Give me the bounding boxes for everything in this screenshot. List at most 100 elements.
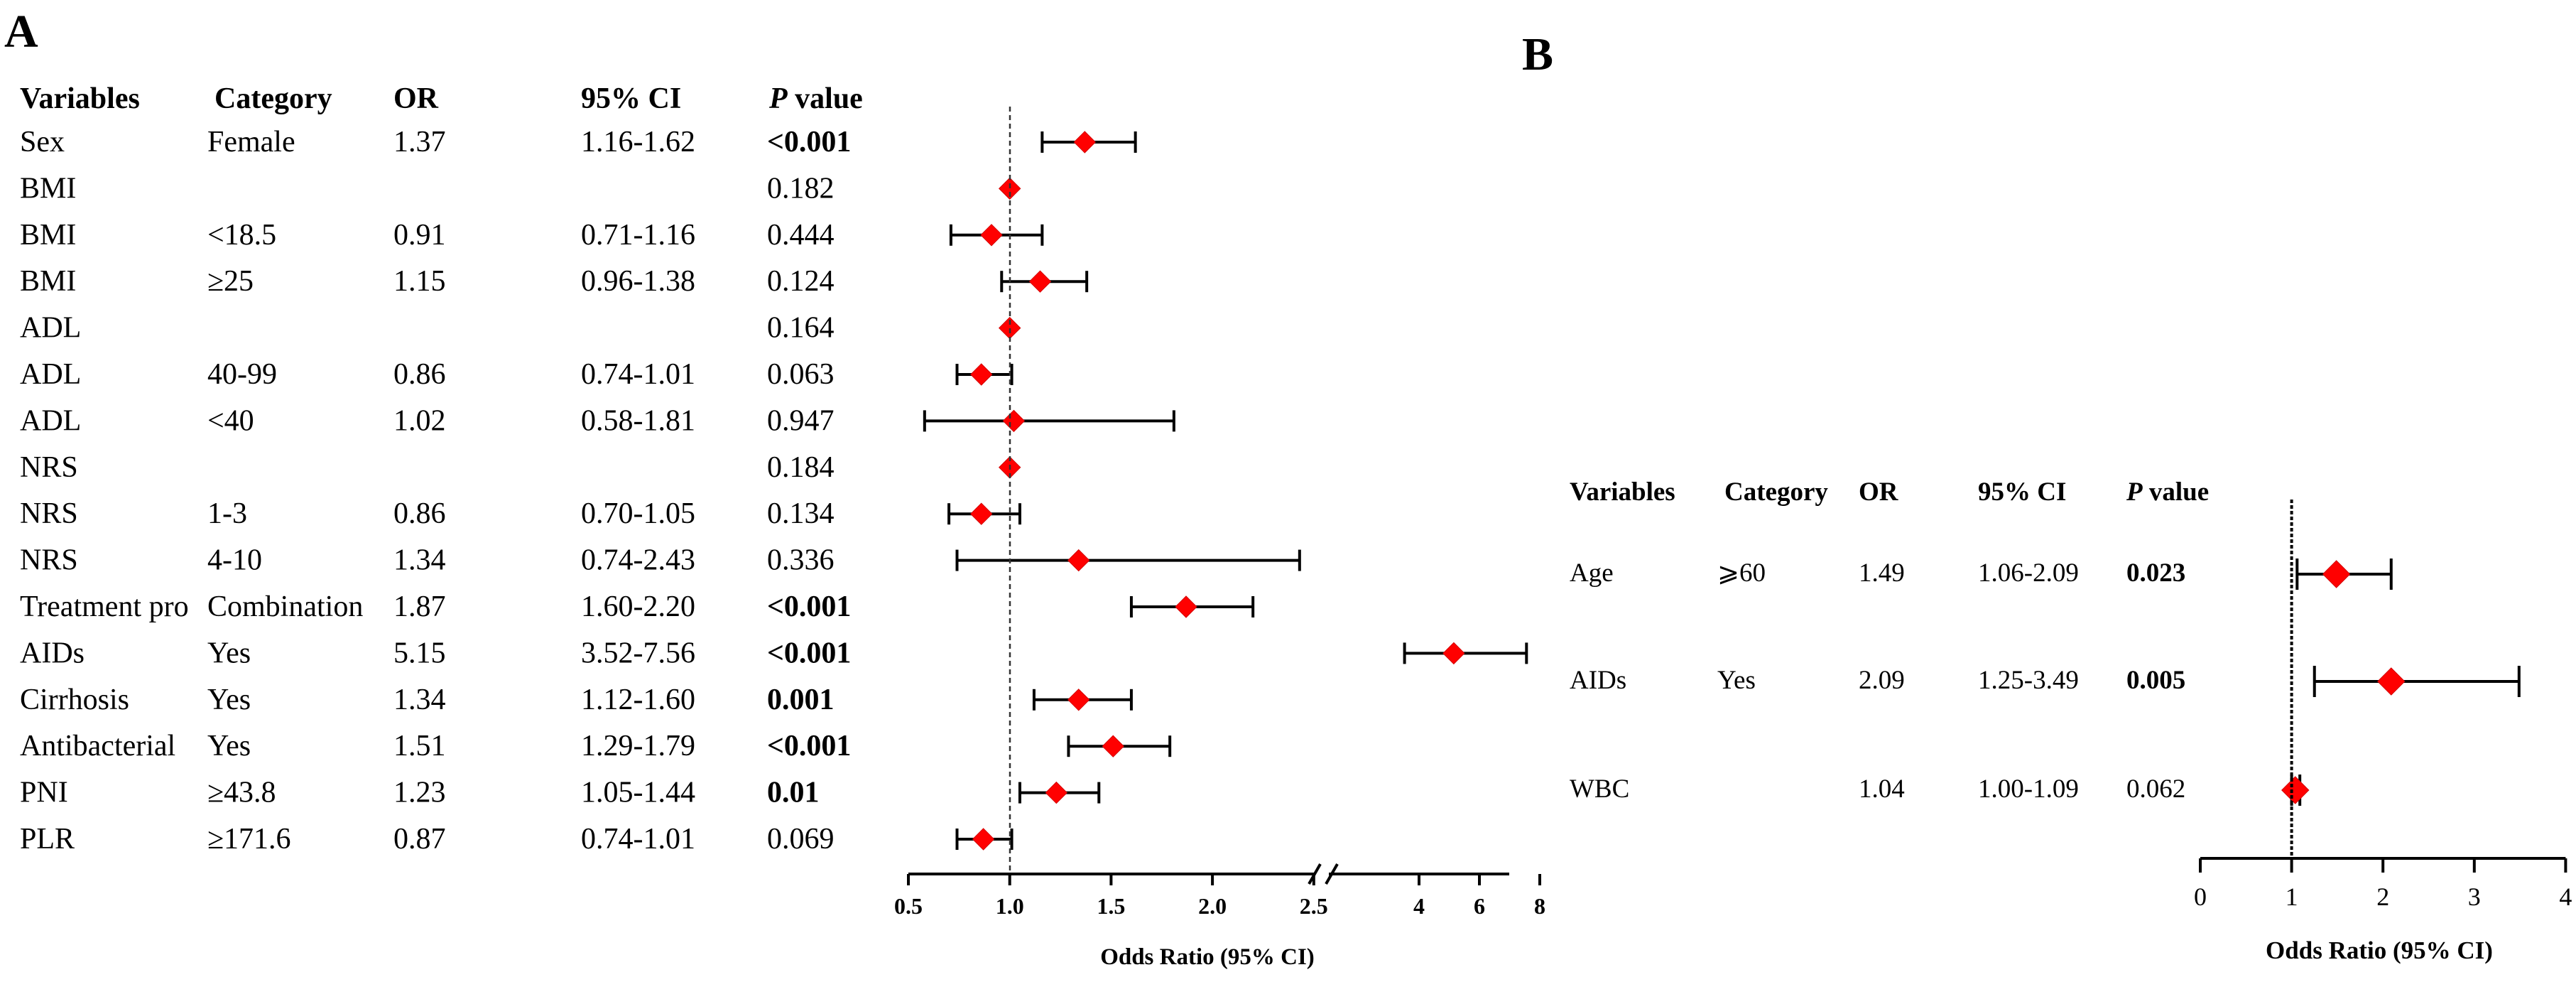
cell-category: ≥171.6 xyxy=(207,823,291,856)
table-row: WBC 1.04 1.00-1.09 0.062 xyxy=(1570,775,2185,804)
cell-category: Yes xyxy=(1717,666,1756,695)
cell-category: 40-99 xyxy=(207,358,277,391)
panel-a-label: A xyxy=(4,6,38,58)
cell-ci: 3.52-7.56 xyxy=(581,637,695,669)
point-marker xyxy=(1002,409,1026,433)
error-bar xyxy=(2313,666,2521,697)
panel-a: A Variables Category OR 95% CI P value S… xyxy=(4,6,1545,970)
table-row: Cirrhosis Yes 1.34 1.12-1.60 0.001 xyxy=(20,684,835,716)
x-tick-label: 1 xyxy=(2286,883,2298,911)
cell-p-value: <0.001 xyxy=(767,730,851,762)
cell-variable: BMI xyxy=(20,265,76,298)
cell-variable: ADL xyxy=(20,312,81,345)
cell-ci: 0.58-1.81 xyxy=(581,404,695,437)
cell-ci: 1.05-1.44 xyxy=(581,777,695,809)
cell-category: ≥43.8 xyxy=(207,777,276,809)
cell-category: ⩾60 xyxy=(1717,559,1766,588)
cell-variable: BMI xyxy=(20,219,76,252)
header-or: OR xyxy=(1859,477,1899,507)
point-marker xyxy=(1102,735,1124,757)
panel-a-table-header: Variables Category OR 95% CI P value xyxy=(20,82,863,115)
cell-p-value: 0.001 xyxy=(767,684,835,716)
table-row: NRS 1-3 0.86 0.70-1.05 0.134 xyxy=(20,497,835,530)
cell-ci: 1.12-1.60 xyxy=(581,684,695,716)
panel-a-plot-area: 0.5 1.0 1.5 2.0 2.5 4 6 8 xyxy=(894,107,1545,919)
cell-or: 1.49 xyxy=(1859,559,1905,588)
cell-or: 1.23 xyxy=(393,777,446,809)
cell-p-value: <0.001 xyxy=(767,126,851,158)
panel-b: B Variables Category OR 95% CI P value A… xyxy=(1522,28,2572,964)
table-row: NRS 0.184 xyxy=(20,451,835,484)
cell-or: 1.34 xyxy=(393,684,446,716)
cell-variable: PNI xyxy=(20,777,68,809)
cell-variable: Age xyxy=(1570,559,1614,588)
cell-variable: ADL xyxy=(20,404,81,437)
table-row: NRS 4-10 1.34 0.74-2.43 0.336 xyxy=(20,544,835,577)
header-ci: 95% CI xyxy=(581,82,681,115)
panel-b-table-header: Variables Category OR 95% CI P value xyxy=(1570,477,2209,507)
cell-p-value: 0.182 xyxy=(767,172,835,205)
cell-p-value: 0.023 xyxy=(2126,559,2185,588)
error-bar xyxy=(955,549,1301,571)
point-marker xyxy=(1045,781,1068,804)
x-tick-label: 3 xyxy=(2468,883,2481,911)
point-marker xyxy=(1028,270,1052,293)
table-row: ADL 0.164 xyxy=(20,312,835,345)
cell-p-value: 0.005 xyxy=(2126,666,2185,695)
point-marker xyxy=(970,363,993,386)
table-row: Sex Female 1.37 1.16-1.62 <0.001 xyxy=(20,126,851,158)
header-category: Category xyxy=(214,82,332,115)
table-row: PLR ≥171.6 0.87 0.74-1.01 0.069 xyxy=(20,823,835,856)
cell-p-value: 0.063 xyxy=(767,358,835,391)
point-marker xyxy=(2322,560,2351,588)
cell-or: 1.51 xyxy=(393,730,446,762)
x-tick-label: 2 xyxy=(2376,883,2389,911)
point-marker xyxy=(1442,642,1465,665)
cell-or: 1.34 xyxy=(393,544,446,577)
table-row: BMI <18.5 0.91 0.71-1.16 0.444 xyxy=(20,219,835,252)
table-row: AIDs Yes 5.15 3.52-7.56 <0.001 xyxy=(20,637,851,669)
cell-p-value: 0.069 xyxy=(767,823,835,856)
cell-ci: 0.96-1.38 xyxy=(581,265,695,298)
cell-ci: 0.71-1.16 xyxy=(581,219,695,252)
table-row: ADL 40-99 0.86 0.74-1.01 0.063 xyxy=(20,358,835,391)
header-p-rest: value xyxy=(788,82,863,115)
cell-ci: 1.00-1.09 xyxy=(1978,775,2079,804)
cell-or: 1.04 xyxy=(1859,775,1905,804)
cell-ci: 1.60-2.20 xyxy=(581,590,695,623)
cell-category: Female xyxy=(207,126,295,158)
cell-category: Combination xyxy=(207,590,363,623)
cell-category: <40 xyxy=(207,404,254,437)
error-bar xyxy=(1403,642,1528,664)
x-tick-label: 0 xyxy=(2194,883,2207,911)
cell-p-value: 0.124 xyxy=(767,265,835,298)
cell-p-value: 0.062 xyxy=(2126,775,2185,804)
table-row: AIDs Yes 2.09 1.25-3.49 0.005 xyxy=(1570,666,2185,695)
cell-p-value: 0.336 xyxy=(767,544,835,577)
cell-ci: 0.74-1.01 xyxy=(581,823,695,856)
cell-ci: 1.16-1.62 xyxy=(581,126,695,158)
table-row: Antibacterial Yes 1.51 1.29-1.79 <0.001 xyxy=(20,730,851,762)
cell-category: Yes xyxy=(207,637,251,669)
cell-variable: NRS xyxy=(20,544,78,577)
table-row: PNI ≥43.8 1.23 1.05-1.44 0.01 xyxy=(20,777,820,809)
point-marker xyxy=(998,177,1021,200)
cell-or: 5.15 xyxy=(393,637,446,669)
point-marker xyxy=(1067,549,1090,572)
cell-ci: 0.74-2.43 xyxy=(581,544,695,577)
point-marker xyxy=(2377,667,2406,696)
cell-or: 1.15 xyxy=(393,265,446,298)
panel-a-table-rows: Sex Female 1.37 1.16-1.62 <0.001 BMI 0.182 BMI <… xyxy=(20,126,851,856)
cell-p-value: 0.134 xyxy=(767,497,835,530)
cell-category: 1-3 xyxy=(207,497,247,530)
table-row: Treatment pro Combination 1.87 1.60-2.20 <0.… xyxy=(20,590,851,623)
cell-variable: AIDs xyxy=(1570,666,1626,695)
cell-variable: Cirrhosis xyxy=(20,684,129,716)
table-row: BMI 0.182 xyxy=(20,172,835,205)
cell-p-value: 0.01 xyxy=(767,777,820,809)
cell-p-value: <0.001 xyxy=(767,637,851,669)
cell-category: Yes xyxy=(207,684,251,716)
cell-category: ≥25 xyxy=(207,265,254,298)
axis-break-mark xyxy=(1325,863,1339,885)
